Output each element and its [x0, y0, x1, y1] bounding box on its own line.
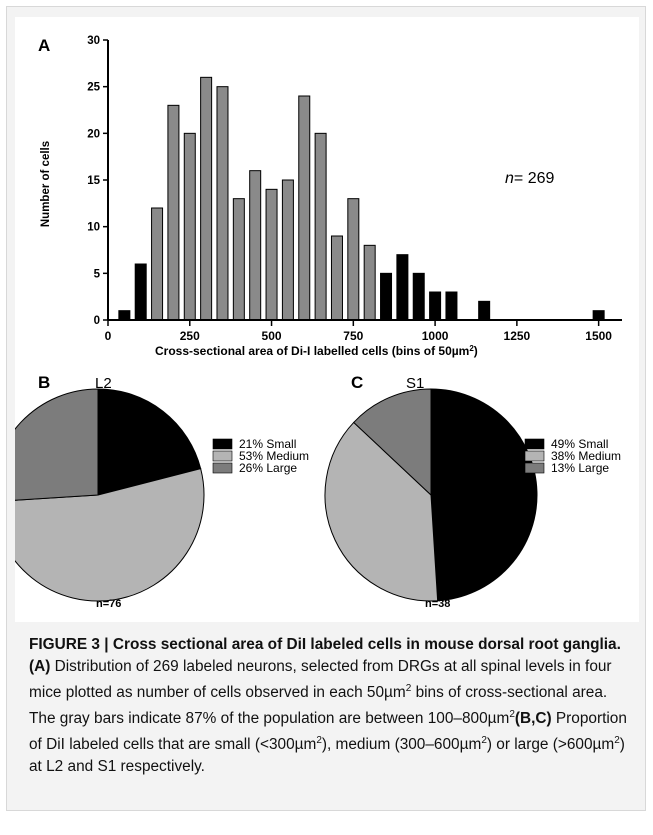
bar [330, 235, 343, 321]
pie-c-title: S1 [406, 375, 424, 392]
bar [396, 254, 409, 321]
legend-swatch [524, 450, 545, 462]
pie-slice [353, 388, 432, 497]
bar [232, 198, 245, 321]
legend-label: 38% Medium [551, 449, 621, 463]
y-tick-label: 20 [87, 128, 100, 140]
x-axis-label-end: ) [474, 344, 478, 358]
bar [249, 170, 262, 321]
y-axis-label: Number of cells [40, 141, 52, 227]
superscript-2: 2 [614, 735, 620, 747]
x-tick-label: 500 [262, 329, 282, 343]
bar [118, 310, 131, 321]
n-annotation: n= 269 [505, 170, 554, 187]
x-tick-label: 250 [180, 329, 200, 343]
figure-caption: FIGURE 3 | Cross sectional area of DiI l… [29, 634, 634, 778]
x-axis-label-superscript: 2 [469, 344, 474, 353]
legend-label: 13% Large [551, 461, 609, 475]
superscript-2: 2 [405, 683, 412, 694]
x-tick-label: 1500 [585, 329, 612, 343]
bar [478, 300, 491, 321]
legend-label: 21% Small [239, 437, 296, 451]
bar [265, 188, 278, 321]
bar [151, 207, 164, 321]
bar [429, 291, 442, 321]
pie-slice [97, 388, 202, 496]
n-annotation-text: = 269 [514, 170, 555, 187]
y-tick-label: 25 [87, 82, 100, 94]
legend-swatch [524, 462, 545, 474]
bar [183, 132, 196, 321]
legend-label: 26% Large [239, 461, 297, 475]
pie-b-n-label: n=76 [96, 598, 121, 610]
bar [298, 95, 311, 321]
y-tick-label: 30 [87, 35, 100, 47]
caption-ref-a: (A) [29, 658, 51, 675]
figure-svg: A 0 5 10 15 20 25 30 0 250 500 750 1000 1250 1500 Num… [0, 35, 622, 610]
caption-text-a: Distribution of 269 labeled neurons, sel… [29, 658, 612, 728]
bar [167, 104, 180, 321]
figure-panel: A 0 5 10 15 20 25 30 0 250 500 750 1000 1250 1500 Num… [0, 6, 646, 811]
bar [200, 76, 213, 321]
bar [134, 263, 147, 321]
y-tick-label: 0 [94, 315, 100, 327]
y-tick-label: 10 [87, 222, 100, 234]
bar [347, 198, 360, 321]
legend-swatch [212, 438, 233, 450]
bar [281, 179, 294, 321]
caption-ref-bc: (B,C) [514, 710, 552, 728]
x-axis-label-main: Cross-sectional area of Di-I labelled ce… [155, 344, 469, 358]
bar [314, 132, 327, 321]
legend-swatch [212, 462, 233, 474]
bar [216, 86, 229, 321]
bar [592, 310, 605, 321]
x-tick-label: 1000 [422, 329, 449, 343]
legend-label: 49% Small [551, 437, 608, 451]
legend-swatch [524, 438, 545, 450]
superscript-2: 2 [316, 735, 322, 747]
y-tick-label: 5 [94, 268, 101, 280]
bar [445, 291, 458, 321]
bar-chart: 0 5 10 15 20 25 30 0 250 500 750 1000 1250 1500 [87, 35, 622, 343]
bar [380, 272, 393, 321]
pie-slice [0, 388, 99, 502]
superscript-2: 2 [509, 709, 515, 721]
legend-swatch [212, 450, 233, 462]
pie-slice [430, 388, 538, 602]
panel-a-label: A [38, 36, 50, 55]
n-annotation-italic: n [505, 170, 514, 187]
pie-chart-l2 [0, 388, 205, 602]
x-tick-label: 750 [343, 329, 363, 343]
pie-chart-s1 [324, 388, 538, 602]
caption-text-bc: Proportion of DiI labeled cells that are… [29, 710, 627, 776]
bar [363, 244, 376, 321]
panel-c-label: C [351, 373, 363, 392]
caption-title: FIGURE 3 | Cross sectional area of DiI l… [29, 636, 621, 653]
bar [412, 272, 425, 321]
pie-b-title: L2 [95, 375, 112, 392]
panel-b-label: B [38, 373, 50, 392]
superscript-2: 2 [481, 735, 487, 747]
charts-area: A 0 5 10 15 20 25 30 0 250 500 750 1000 1250 1500 Num… [0, 17, 639, 622]
x-tick-label: 1250 [504, 329, 531, 343]
pie-slice [324, 421, 439, 602]
pie-c-n-label: n=38 [425, 598, 450, 610]
x-axis-label: Cross-sectional area of Di-I labelled ce… [155, 344, 478, 359]
y-tick-label: 15 [87, 175, 100, 187]
x-tick-label: 0 [105, 329, 112, 343]
legend-label: 53% Medium [239, 449, 309, 463]
